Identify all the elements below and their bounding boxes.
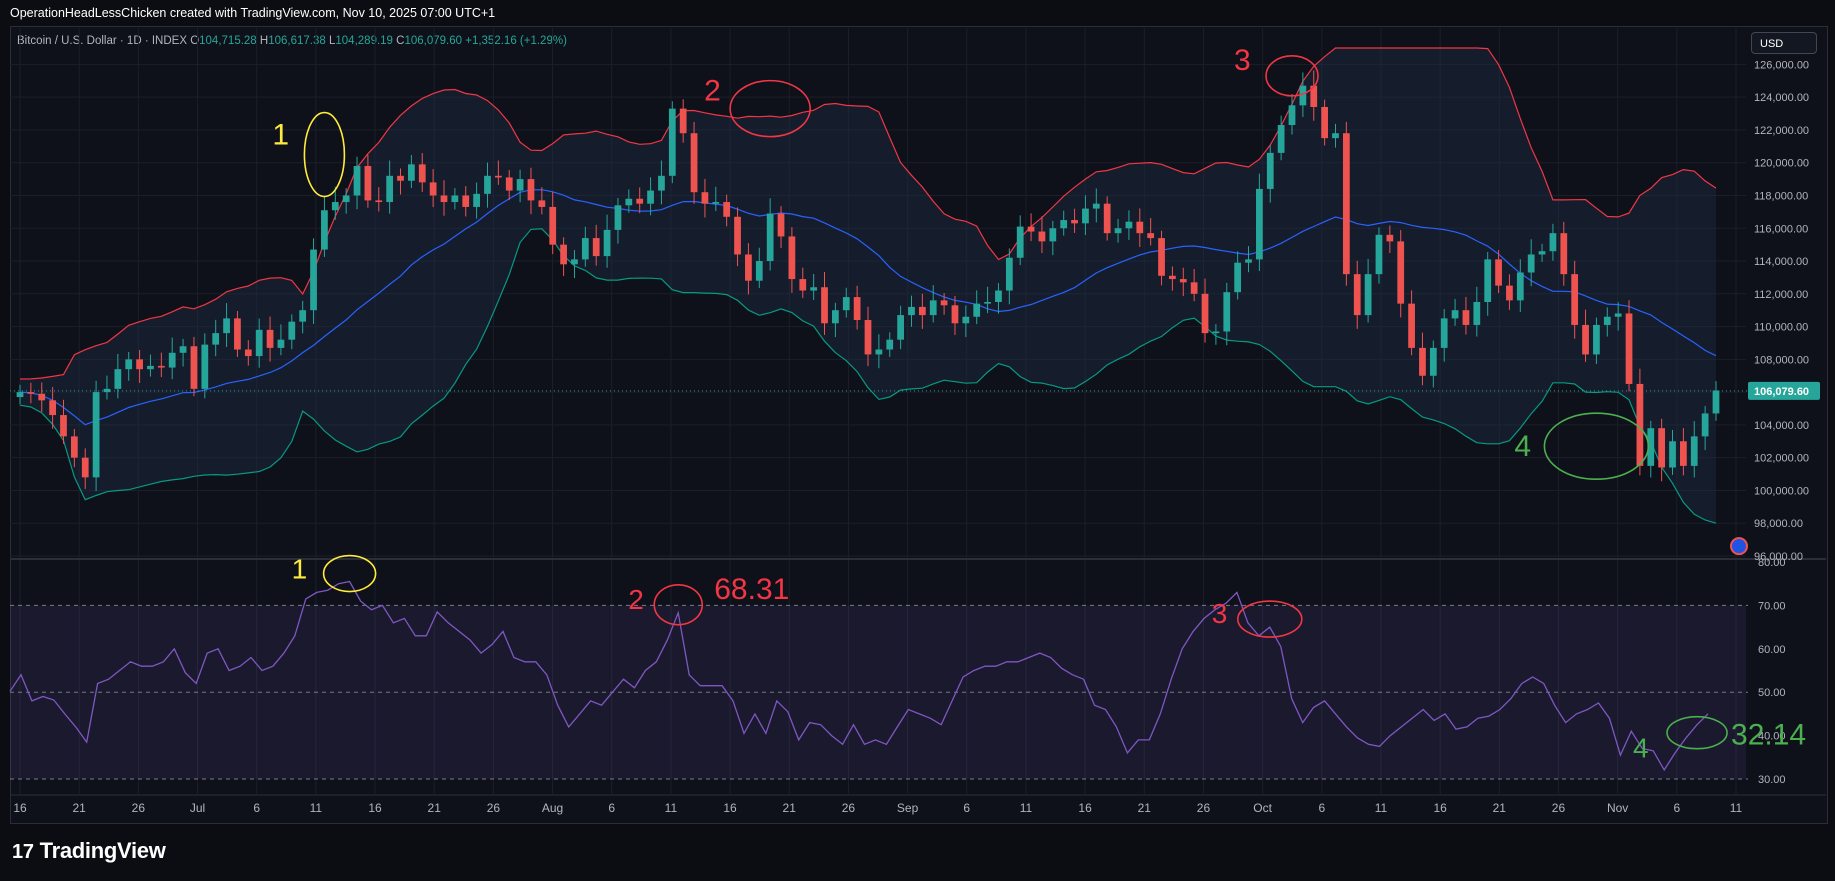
open-value: 104,715.28 bbox=[199, 35, 257, 47]
symbol-name[interactable]: Bitcoin / U.S. Dollar · 1D · INDEX bbox=[17, 35, 187, 47]
chart-panel bbox=[10, 26, 1828, 824]
ohlc-legend: Bitcoin / U.S. Dollar · 1D · INDEX O104,… bbox=[17, 35, 567, 47]
change-value: +1,352.16 (+1.29%) bbox=[465, 35, 567, 47]
low-label: L bbox=[328, 35, 336, 47]
low-value: 104,289.19 bbox=[335, 35, 393, 47]
open-label: O bbox=[190, 35, 200, 47]
high-value: 106,617.38 bbox=[268, 35, 326, 47]
chart-attribution: OperationHeadLessChicken created with Tr… bbox=[10, 6, 496, 20]
tradingview-logo-icon: 17 bbox=[12, 841, 34, 863]
high-label: H bbox=[259, 35, 269, 47]
currency-button[interactable]: USD bbox=[1751, 32, 1817, 54]
tradingview-wordmark: TradingView bbox=[39, 838, 166, 863]
close-label: C bbox=[396, 35, 405, 47]
close-value: 106,079.60 bbox=[404, 35, 463, 47]
tradingview-logo[interactable]: 17 TradingView bbox=[12, 838, 166, 864]
